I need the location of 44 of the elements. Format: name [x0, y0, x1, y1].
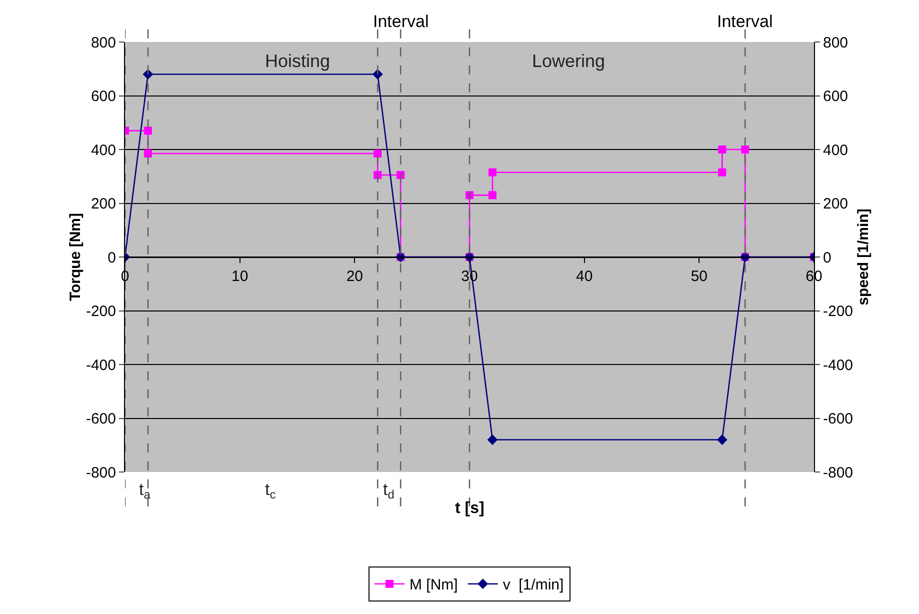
point	[718, 168, 726, 176]
ref-line-label: Interval	[373, 12, 429, 31]
y2-tick-label: -200	[823, 303, 854, 320]
y-axis-title: Torque [Nm]	[66, 212, 84, 302]
y-tick-label: 600	[90, 88, 116, 105]
text: t$_{a}$	[139, 480, 151, 502]
legend-label: v [1/min]	[502, 576, 564, 594]
y2-tick-label: -600	[823, 410, 854, 428]
x-axis-title: t [s]	[455, 500, 484, 517]
annotation: Lowering	[532, 51, 606, 71]
y-tick-label: 0	[108, 249, 116, 266]
point	[716, 434, 728, 445]
text: t$_{d}$	[383, 480, 394, 502]
point	[487, 434, 498, 445]
y-tick-label: -800	[86, 464, 116, 482]
point	[144, 126, 152, 135]
y-tick-label: -400	[86, 356, 116, 374]
x-tick-label: 50	[690, 268, 708, 285]
y-tick-label: 400	[90, 142, 116, 159]
y2-tick-label: 800	[823, 34, 848, 52]
text: t$_{c}$	[265, 480, 276, 502]
y2-tick-label: -400	[823, 356, 854, 374]
y2-tick-label: 200	[823, 196, 848, 212]
point	[718, 146, 726, 154]
legend-label: M [Nm]	[410, 576, 458, 594]
x-tick-label: 10	[231, 268, 248, 285]
y2-tick-label: 0	[823, 249, 832, 266]
point	[374, 150, 382, 158]
y-tick-label: -600	[86, 410, 116, 428]
y-tick-label: -200	[86, 303, 116, 320]
y-tick-label: 800	[90, 34, 116, 52]
y2-axis-title: speed [1/min]	[855, 208, 872, 306]
point	[488, 191, 496, 200]
x-tick-label: 20	[346, 268, 364, 285]
x-tick-label: 40	[576, 268, 593, 285]
point	[741, 146, 750, 154]
point	[488, 168, 496, 176]
y2-tick-label: -800	[823, 464, 854, 482]
y-tick-label: 200	[90, 196, 116, 212]
y2-tick-label: 600	[823, 88, 848, 105]
y2-tick-label: 400	[823, 142, 848, 159]
annotation: Hoisting	[265, 51, 330, 71]
ref-line-label: Interval	[717, 12, 773, 31]
point	[144, 150, 152, 158]
